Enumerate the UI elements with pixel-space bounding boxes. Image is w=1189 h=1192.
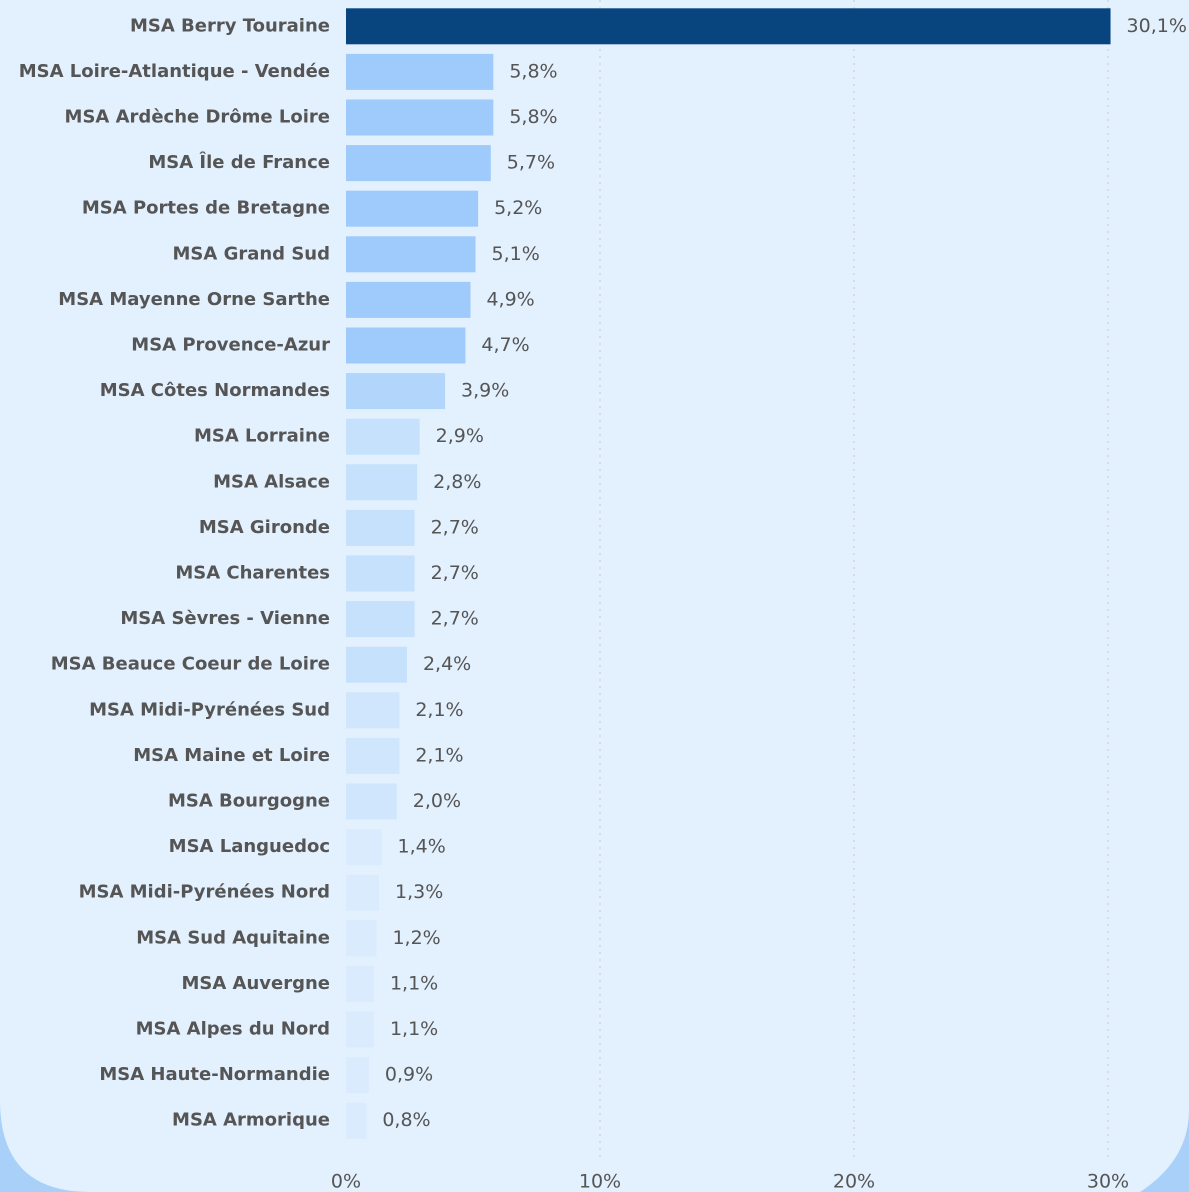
category-label: MSA Berry Touraine <box>130 15 330 36</box>
category-label: MSA Armorique <box>172 1110 330 1131</box>
bar <box>346 601 415 638</box>
x-tick-label: 20% <box>833 1171 875 1192</box>
category-label: MSA Maine et Loire <box>133 745 330 766</box>
bar <box>346 327 466 364</box>
value-label: 2,4% <box>423 653 471 675</box>
bar <box>346 190 479 227</box>
value-label: 1,2% <box>392 927 440 949</box>
value-label: 5,8% <box>509 106 557 128</box>
category-label: MSA Languedoc <box>169 836 330 857</box>
value-label: 5,2% <box>494 197 542 219</box>
bar <box>346 1057 369 1094</box>
bar <box>346 145 491 182</box>
value-label: 1,1% <box>390 1018 438 1040</box>
category-label: MSA Auvergne <box>181 973 330 994</box>
bar <box>346 236 476 273</box>
category-label: MSA Sèvres - Vienne <box>120 608 330 629</box>
value-label: 4,9% <box>486 288 534 310</box>
bar <box>346 646 407 683</box>
category-label: MSA Charentes <box>175 563 330 584</box>
bar <box>346 965 374 1002</box>
value-label: 5,8% <box>509 60 557 82</box>
category-label: MSA Haute-Normandie <box>99 1064 330 1085</box>
category-label: MSA Portes de Bretagne <box>82 198 330 219</box>
value-label: 1,1% <box>390 972 438 994</box>
value-label: 5,7% <box>507 152 555 174</box>
value-label: 2,9% <box>436 425 484 447</box>
category-label: MSA Beauce Coeur de Loire <box>51 654 330 675</box>
value-label: 2,7% <box>431 562 479 584</box>
value-label: 2,0% <box>413 790 461 812</box>
category-label: MSA Lorraine <box>194 426 330 447</box>
bar <box>346 783 397 820</box>
category-label: MSA Sud Aquitaine <box>136 927 330 948</box>
category-label: MSA Alpes du Nord <box>136 1019 330 1040</box>
bar <box>346 281 471 318</box>
value-label: 3,9% <box>461 380 509 402</box>
bar <box>346 737 400 774</box>
category-label: MSA Bourgogne <box>168 791 330 812</box>
value-label: 1,4% <box>398 836 446 858</box>
x-tick-label: 10% <box>579 1171 621 1192</box>
bar <box>346 464 418 501</box>
value-label: 2,7% <box>431 608 479 630</box>
value-label: 30,1% <box>1127 15 1187 37</box>
bar <box>346 829 382 866</box>
value-label: 1,3% <box>395 881 443 903</box>
category-label: MSA Mayenne Orne Sarthe <box>58 289 330 310</box>
x-tick-label: 30% <box>1087 1171 1129 1192</box>
category-label: MSA Ardèche Drôme Loire <box>65 107 330 128</box>
value-label: 4,7% <box>481 334 529 356</box>
bar <box>346 8 1111 45</box>
category-label: MSA Côtes Normandes <box>100 380 330 401</box>
category-label: MSA Gironde <box>199 517 330 538</box>
bar <box>346 1011 374 1048</box>
category-label: MSA Loire-Atlantique - Vendée <box>19 61 330 82</box>
value-label: 2,7% <box>431 516 479 538</box>
value-label: 2,1% <box>415 699 463 721</box>
category-label: MSA Grand Sud <box>173 243 331 264</box>
value-label: 0,8% <box>382 1109 430 1131</box>
value-label: 0,9% <box>385 1064 433 1086</box>
category-label: MSA Île de France <box>148 151 330 173</box>
value-label: 2,1% <box>415 744 463 766</box>
bar <box>346 373 446 410</box>
value-label: 5,1% <box>492 243 540 265</box>
bar <box>346 418 420 455</box>
bar <box>346 53 494 90</box>
x-tick-label: 0% <box>331 1171 361 1192</box>
category-label: MSA Midi-Pyrénées Nord <box>79 882 330 903</box>
bar <box>346 874 380 911</box>
bar <box>346 1102 367 1139</box>
bar <box>346 99 494 136</box>
category-label: MSA Midi-Pyrénées Sud <box>89 699 330 720</box>
value-label: 2,8% <box>433 471 481 493</box>
bar <box>346 920 377 957</box>
bar <box>346 509 415 546</box>
bar <box>346 692 400 729</box>
category-label: MSA Alsace <box>213 471 330 492</box>
category-label: MSA Provence-Azur <box>131 335 330 356</box>
bar <box>346 555 415 592</box>
